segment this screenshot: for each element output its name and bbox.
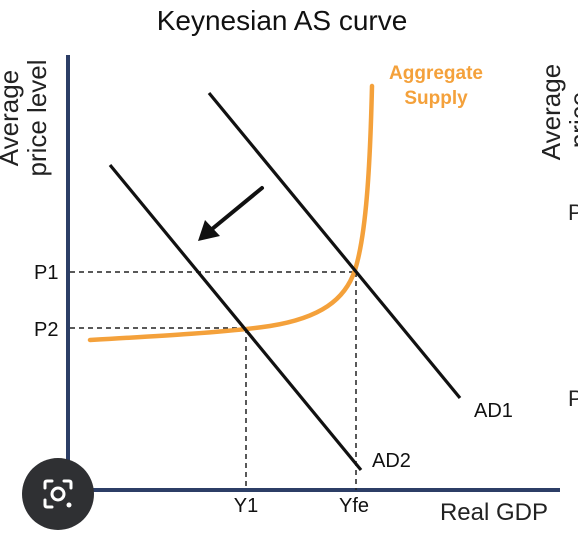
tick-label-p2: P2 — [34, 319, 58, 341]
shift-arrow-icon — [198, 186, 264, 241]
ad2-label: AD2 — [372, 450, 411, 472]
y-axis-label-line1: Average — [0, 70, 24, 166]
lens-search-button[interactable] — [22, 458, 94, 530]
ad1-curve — [207, 91, 462, 400]
ad1-label: AD1 — [474, 400, 513, 422]
tick-label-y1: Y1 — [234, 495, 258, 517]
x-axis-label: Real GDP — [440, 499, 548, 526]
aggregate-supply-label-line2: Supply — [404, 88, 468, 109]
aggregate-supply-label-line1: Aggregate — [389, 63, 483, 84]
tick-label-yfe: Yfe — [339, 495, 369, 517]
right-fragment-label-line2: price — [564, 92, 578, 148]
y-axis-label-line2: price level — [22, 59, 52, 176]
lens-search-icon — [43, 479, 73, 509]
right-fragment-tick-b: P — [568, 386, 578, 411]
right-fragment-tick-a: P — [568, 200, 578, 225]
tick-label-p1: P1 — [34, 262, 58, 284]
aggregate-supply-curve — [87, 83, 375, 343]
diagram-title: Keynesian AS curve — [157, 5, 408, 36]
right-fragment-label-line1: Average — [536, 64, 566, 160]
ad2-curve — [108, 163, 363, 472]
